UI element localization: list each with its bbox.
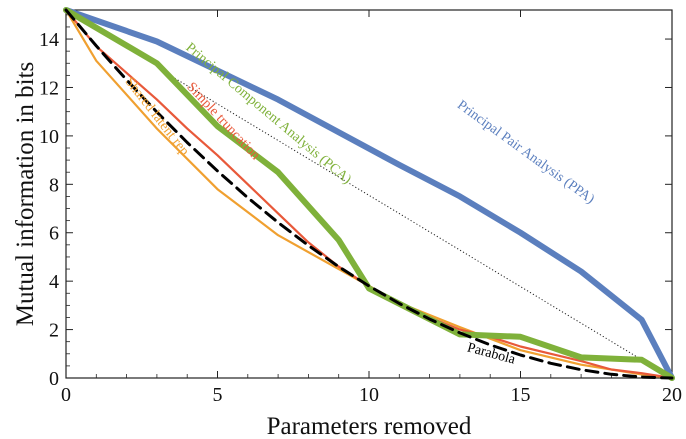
- annotation-0: Principal Pair Analysis (PPA): [454, 98, 597, 208]
- x-tick-label-2: 10: [359, 384, 379, 406]
- series-line-5: [165, 72, 673, 379]
- x-tick-label-0: 0: [61, 384, 71, 406]
- y-tick-label-7: 14: [39, 29, 59, 51]
- axis-ticks: 0 5 10 15 20 0 2 4 6 8 10 12 14: [39, 10, 682, 406]
- y-tick-label-0: 0: [49, 368, 59, 390]
- y-tick-label-3: 6: [49, 223, 59, 245]
- y-tick-label-2: 4: [49, 271, 59, 293]
- series-line-0: [63, 7, 675, 381]
- series-line-1: [63, 7, 675, 381]
- x-tick-label-3: 15: [511, 384, 531, 406]
- series-lines: [63, 7, 675, 381]
- x-tick-label-1: 5: [213, 384, 223, 406]
- annotations: Principal Pair Analysis (PPA)Principal C…: [122, 40, 598, 368]
- series-line-4: [64, 8, 674, 380]
- y-tick-label-6: 12: [39, 77, 59, 99]
- y-tick-label-5: 10: [39, 126, 59, 148]
- y-tick-label-1: 2: [49, 320, 59, 342]
- y-tick-label-4: 8: [49, 174, 59, 196]
- annotation-4: Parabola: [466, 340, 518, 367]
- x-axis-label: Parameters removed: [267, 413, 472, 439]
- x-tick-label-4: 20: [662, 384, 682, 406]
- y-axis-label: Mutual information in bits: [12, 62, 39, 327]
